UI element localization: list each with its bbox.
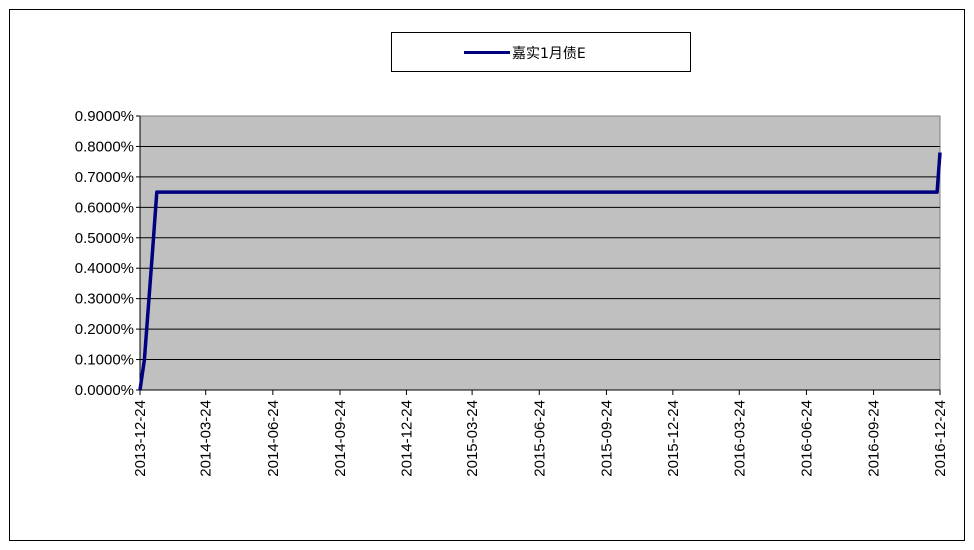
series-line-1 xyxy=(138,152,942,391)
y-tick-label: 0.0000% xyxy=(75,382,134,399)
y-tick-label: 0.4000% xyxy=(75,260,134,277)
x-tick-label: 2014-03-24 xyxy=(198,400,215,477)
x-tick-label: 2015-09-24 xyxy=(598,400,615,477)
y-tick-label: 0.1000% xyxy=(75,352,134,369)
x-tick-label: 2016-12-24 xyxy=(932,400,949,477)
x-tick-label: 2015-03-24 xyxy=(464,400,481,477)
y-tick-label: 0.5000% xyxy=(75,230,134,247)
x-tick-label: 2013-12-24 xyxy=(132,400,149,477)
x-tick-label: 2016-09-24 xyxy=(866,400,883,477)
chart-legend: 嘉实1月债E xyxy=(391,32,691,72)
plot-area xyxy=(139,115,941,391)
y-tick-label: 0.6000% xyxy=(75,199,134,216)
y-tick-label: 0.8000% xyxy=(75,138,134,155)
y-tick-label: 0.2000% xyxy=(75,321,134,338)
legend-swatch-series-1 xyxy=(464,51,510,54)
x-tick-label: 2014-12-24 xyxy=(398,400,415,477)
x-tick-label: 2014-06-24 xyxy=(265,400,282,477)
x-tick-label: 2014-09-24 xyxy=(332,400,349,477)
y-tick-label: 0.9000% xyxy=(75,108,134,125)
x-tick-label: 2016-03-24 xyxy=(731,400,748,477)
y-tick-label: 0.7000% xyxy=(75,169,134,186)
y-tick-label: 0.3000% xyxy=(75,291,134,308)
x-tick-label: 2015-12-24 xyxy=(665,400,682,477)
x-tick-label: 2015-06-24 xyxy=(531,400,548,477)
x-tick-label: 2016-06-24 xyxy=(798,400,815,477)
legend-label-series-1: 嘉实1月债E xyxy=(512,46,586,62)
